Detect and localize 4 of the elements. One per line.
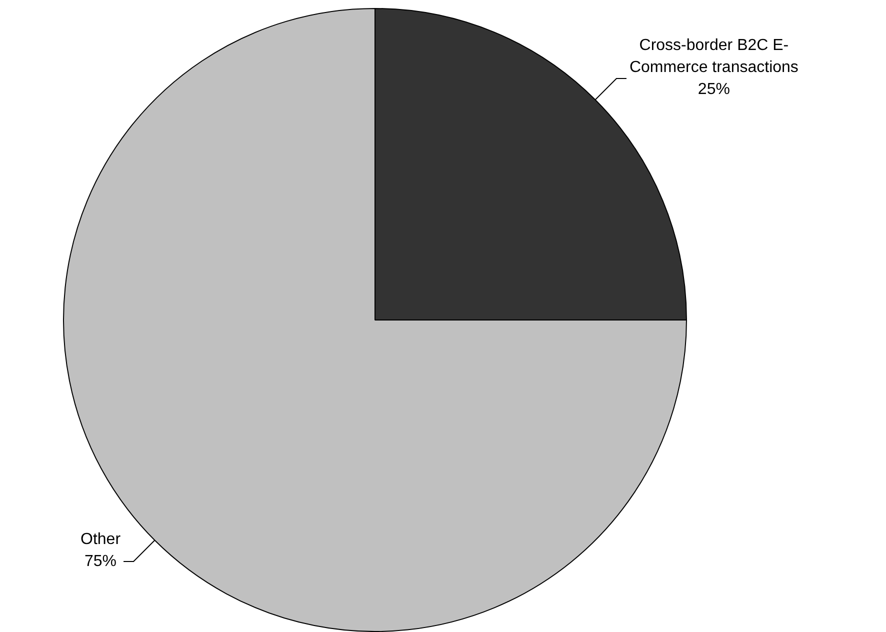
data-label: 25% (698, 80, 730, 98)
slice-label: Cross-border B2C E-Commerce transactions (629, 36, 798, 76)
data-label: 75% (84, 552, 117, 570)
slice-label: Other (80, 530, 122, 548)
